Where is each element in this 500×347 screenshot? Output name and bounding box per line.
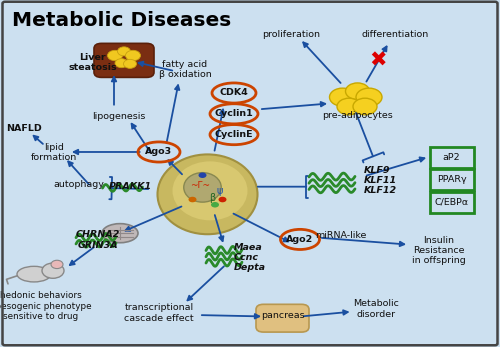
- Text: CDK4: CDK4: [220, 88, 248, 98]
- Circle shape: [126, 50, 140, 61]
- Text: Metabolic
disorder: Metabolic disorder: [353, 299, 399, 319]
- Text: Insulin
Resistance
in offspring: Insulin Resistance in offspring: [412, 236, 466, 265]
- Text: ✖: ✖: [369, 51, 386, 71]
- Text: lipid
formation: lipid formation: [31, 143, 77, 162]
- Circle shape: [337, 98, 361, 115]
- Text: Liver
steatosis: Liver steatosis: [68, 53, 117, 72]
- Ellipse shape: [158, 154, 258, 234]
- Text: Ago2: Ago2: [286, 235, 314, 244]
- Circle shape: [42, 263, 64, 278]
- Circle shape: [346, 83, 370, 100]
- Text: KLF9
KLF11
KLF12: KLF9 KLF11 KLF12: [364, 166, 397, 195]
- Circle shape: [115, 59, 128, 68]
- Text: β: β: [210, 193, 216, 203]
- Circle shape: [218, 197, 226, 202]
- Text: Cyclin1: Cyclin1: [214, 109, 254, 118]
- Text: aP2: aP2: [442, 153, 460, 162]
- Text: hedonic behaviors
obesogenic phenotype
sensitive to drug: hedonic behaviors obesogenic phenotype s…: [0, 291, 92, 321]
- Text: ψ: ψ: [217, 186, 223, 196]
- Text: differentiation: differentiation: [362, 30, 428, 39]
- Text: lipogenesis: lipogenesis: [92, 112, 146, 121]
- Text: miRNA-like: miRNA-like: [316, 231, 366, 240]
- Text: PRAKK1: PRAKK1: [108, 182, 152, 191]
- Text: Ago3: Ago3: [146, 147, 172, 156]
- Circle shape: [124, 59, 136, 68]
- FancyBboxPatch shape: [256, 304, 309, 332]
- Ellipse shape: [184, 173, 221, 202]
- Text: CHRNA2
GRIN3A: CHRNA2 GRIN3A: [76, 230, 120, 250]
- Text: transcriptional
cascade effect: transcriptional cascade effect: [124, 303, 194, 323]
- Circle shape: [198, 172, 206, 178]
- Text: pre-adipocytes: pre-adipocytes: [322, 111, 393, 120]
- Text: PPARγ: PPARγ: [436, 175, 466, 184]
- Text: Metabolic Diseases: Metabolic Diseases: [12, 11, 232, 30]
- Circle shape: [51, 260, 63, 269]
- Text: proliferation: proliferation: [262, 30, 320, 39]
- Circle shape: [188, 197, 196, 202]
- Ellipse shape: [172, 161, 248, 220]
- Circle shape: [330, 88, 355, 106]
- Text: pancreas: pancreas: [260, 311, 304, 320]
- Circle shape: [356, 88, 382, 106]
- Circle shape: [108, 50, 122, 61]
- Ellipse shape: [17, 266, 51, 282]
- Text: ~Γ~: ~Γ~: [190, 181, 210, 190]
- Text: autophagy: autophagy: [54, 180, 104, 189]
- Text: NAFLD: NAFLD: [6, 124, 42, 133]
- Ellipse shape: [102, 224, 138, 243]
- Text: C/EBPα: C/EBPα: [434, 198, 468, 207]
- FancyBboxPatch shape: [94, 43, 154, 77]
- Text: Maea
Ccnc
Depta: Maea Ccnc Depta: [234, 243, 266, 272]
- Circle shape: [353, 98, 377, 115]
- Circle shape: [211, 202, 219, 208]
- Text: CyclinE: CyclinE: [214, 130, 254, 139]
- Text: fatty acid
β oxidation: fatty acid β oxidation: [158, 60, 212, 79]
- Circle shape: [118, 47, 130, 56]
